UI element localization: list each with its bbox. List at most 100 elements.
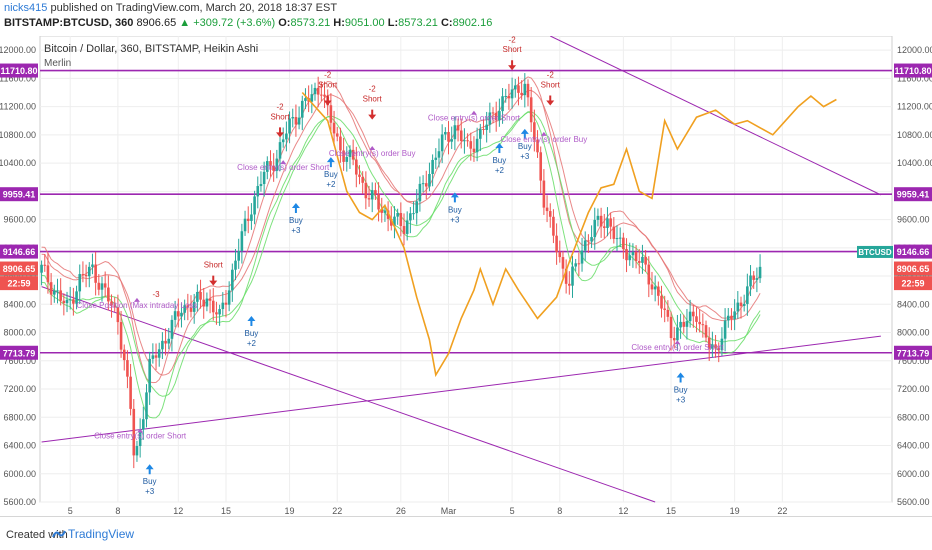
candle xyxy=(151,343,155,364)
tradingview-brand[interactable]: TradingView xyxy=(68,527,135,541)
signal-close[interactable]: Close entry(s) order Short xyxy=(428,110,521,123)
signal-buy[interactable]: Buy+2 xyxy=(245,315,259,348)
candle-body xyxy=(332,122,336,134)
candle-body xyxy=(564,268,568,284)
candle-body xyxy=(612,226,616,239)
price-tag-label: 9959.41 xyxy=(3,190,36,200)
signal-buy[interactable]: Buy+3 xyxy=(143,464,157,496)
signal-label: Close Position (Max intraday Loss xyxy=(76,301,197,310)
price-tag-right: 7713.79 xyxy=(894,345,932,360)
candle xyxy=(262,161,266,197)
price-tags: 11710.80 11710.80 9959.41 9959.41 9146.66 914… xyxy=(0,63,932,360)
last-price: 8906.65 xyxy=(136,17,177,29)
candle-body xyxy=(126,360,129,377)
chart-title: Bitcoin / Dollar, 360, BITSTAMP, Heikin … xyxy=(44,43,258,55)
buy-arrow-icon xyxy=(495,142,504,153)
signal-close[interactable]: Close entry(s) order Short xyxy=(631,340,724,352)
signal-short[interactable]: Short xyxy=(204,261,224,286)
indicator-name[interactable]: Merlin xyxy=(44,58,71,69)
trend-line[interactable] xyxy=(41,286,656,503)
candle-body xyxy=(142,419,145,430)
candle xyxy=(409,207,412,234)
candle xyxy=(479,123,482,152)
price-tag-bg xyxy=(0,244,38,259)
candle xyxy=(421,175,425,193)
trend-line[interactable] xyxy=(550,35,882,196)
candle-body xyxy=(100,283,104,290)
candle-body xyxy=(208,298,212,301)
candle xyxy=(507,83,511,110)
candle xyxy=(208,289,212,314)
candle-body xyxy=(87,266,91,277)
price-tag-label: 9146.66 xyxy=(897,247,930,257)
candle xyxy=(91,253,94,275)
trend-line[interactable] xyxy=(41,335,881,443)
signal-qty[interactable]: -3 xyxy=(152,290,160,299)
candle-body xyxy=(533,122,536,140)
signal-close[interactable]: Close entry(s) order Buy xyxy=(329,146,416,158)
orange-projection-line xyxy=(301,91,837,378)
candle xyxy=(94,251,97,296)
y-tick-label-left: 6000.00 xyxy=(3,469,36,479)
signal-close[interactable]: Close Position (Max intraday Loss xyxy=(76,297,197,310)
candle-body xyxy=(345,157,349,162)
y-tick-label-right: 8800.00 xyxy=(897,271,930,281)
signal-buy[interactable]: Buy+2 xyxy=(492,142,506,175)
candle-body xyxy=(536,139,539,153)
candle-body xyxy=(180,312,183,317)
signal-buy[interactable]: Buy+3 xyxy=(289,202,303,235)
candle-body xyxy=(72,299,75,304)
sell-arrow-icon xyxy=(546,95,555,106)
price-chart[interactable]: Close entry(s) order Short Buy+3 Close Pos… xyxy=(0,35,932,516)
signal-close[interactable]: Close entry(s) order Short xyxy=(237,160,330,172)
buy-arrow-icon xyxy=(145,464,154,475)
candle-body xyxy=(358,174,361,177)
candle-body xyxy=(218,309,221,315)
candle-body xyxy=(717,348,721,351)
y-tick-label-right: 6800.00 xyxy=(897,412,930,422)
y-tick-label-right: 10400.00 xyxy=(897,158,932,168)
candle-body xyxy=(107,287,110,302)
signal-label: Short xyxy=(503,45,523,54)
high-value: 9051.00 xyxy=(344,17,385,29)
price-change: +309.72 (+3.6%) xyxy=(193,17,276,29)
signal-close[interactable]: Close entry(s) order Buy xyxy=(501,131,588,144)
signal-buy[interactable]: Buy+3 xyxy=(448,192,462,224)
author-link[interactable]: nicks415 xyxy=(4,2,48,14)
candle-body xyxy=(615,238,619,240)
trade-signals: Close entry(s) order Short Buy+3 Close Pos… xyxy=(76,35,724,496)
chart-area[interactable]: Close entry(s) order Short Buy +3 Close Pos… xyxy=(0,35,932,516)
candle-body xyxy=(186,305,190,308)
signal-buy[interactable]: Buy+3 xyxy=(518,128,532,161)
candle-body xyxy=(548,211,552,217)
candle xyxy=(431,154,434,187)
signal-buy[interactable]: Buy+3 xyxy=(674,372,688,404)
candle xyxy=(657,281,660,306)
y-tick-label-right: 7200.00 xyxy=(897,384,930,394)
candle xyxy=(647,256,651,298)
candle xyxy=(297,106,301,130)
candle xyxy=(250,203,253,230)
candle xyxy=(631,243,635,268)
signal-close[interactable]: Close entry(s) order Short xyxy=(94,428,187,440)
signal-buy[interactable]: Buy+2 xyxy=(324,157,338,189)
candle xyxy=(113,297,117,312)
candle xyxy=(380,197,384,223)
candle xyxy=(332,110,336,146)
signal-qty: +3 xyxy=(520,152,530,161)
candle-body xyxy=(641,256,644,263)
candle xyxy=(240,223,244,264)
candle-body xyxy=(215,312,218,315)
candle-body xyxy=(272,165,275,171)
candle xyxy=(466,133,469,147)
x-tick-label: 22 xyxy=(332,506,342,516)
candle xyxy=(510,77,514,109)
candle xyxy=(173,300,177,328)
candle xyxy=(339,127,342,163)
symbol-tag-bg xyxy=(857,245,893,258)
